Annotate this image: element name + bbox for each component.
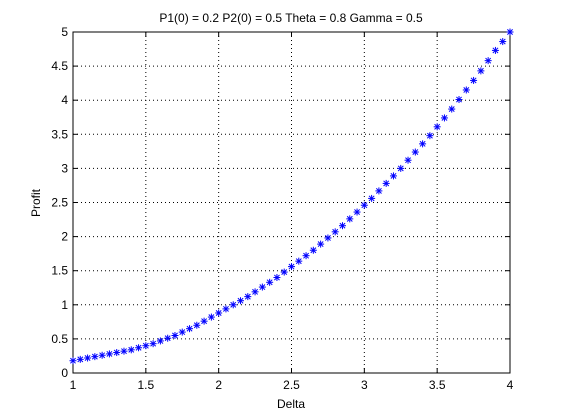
y-tick-label: 2.5 [51, 196, 68, 210]
data-point [266, 278, 274, 286]
y-tick-label: 3 [61, 161, 68, 175]
data-point [426, 132, 434, 140]
data-point [113, 349, 121, 357]
data-point [375, 187, 383, 195]
y-tick-label: 2 [61, 230, 68, 244]
plot-frame [72, 31, 511, 374]
data-point [222, 305, 230, 313]
data-point [477, 67, 485, 75]
data-point [215, 309, 223, 317]
data-point [280, 268, 288, 276]
data-point [105, 350, 113, 358]
data-point [149, 340, 157, 348]
data-point [171, 331, 179, 339]
data-point [353, 208, 361, 216]
x-tick-label: 1.5 [137, 378, 154, 392]
y-tick-label: 5 [61, 25, 68, 39]
y-tick-label: 0.5 [51, 332, 68, 346]
y-tick-label: 4.5 [51, 59, 68, 73]
data-point [178, 328, 186, 336]
y-axis-label: Profit [29, 188, 43, 217]
x-tick-label: 1 [70, 378, 77, 392]
y-tick-label: 0 [61, 366, 68, 380]
data-point [317, 240, 325, 248]
y-tick-label: 1 [61, 298, 68, 312]
data-point [360, 201, 368, 209]
data-point [237, 297, 245, 305]
data-point [506, 28, 514, 36]
data-point [302, 252, 310, 260]
data-point [91, 353, 99, 361]
data-point [491, 46, 499, 54]
x-tick-label: 4 [507, 378, 514, 392]
data-point [448, 105, 456, 113]
data-point [244, 293, 252, 301]
data-point [433, 123, 441, 131]
y-tick-label: 4 [61, 93, 68, 107]
x-tick-label: 3 [361, 378, 368, 392]
data-point [193, 321, 201, 329]
data-point [98, 351, 106, 359]
data-point [273, 274, 281, 282]
y-tick-label: 3.5 [51, 127, 68, 141]
data-point [368, 194, 376, 202]
data-point [440, 114, 448, 122]
x-tick-label: 3.5 [429, 378, 446, 392]
x-tick-labels: 1 1.5 2 2.5 3 3.5 4 [70, 378, 514, 392]
data-point [404, 156, 412, 164]
data-point [499, 38, 507, 46]
y-tick-labels: 0 0.5 1 1.5 2 2.5 3 3.5 4 4.5 5 [51, 25, 68, 380]
y-tick-label: 1.5 [51, 264, 68, 278]
data-point [207, 313, 215, 321]
chart-title: P1(0) = 0.2 P2(0) = 0.5 Theta = 0.8 Gamm… [159, 11, 423, 25]
data-points [69, 28, 514, 365]
data-point [200, 317, 208, 325]
x-tick-label: 2 [215, 378, 222, 392]
data-point [346, 215, 354, 223]
tick-marks [72, 31, 511, 374]
data-point [411, 148, 419, 156]
data-point [164, 334, 172, 342]
data-point [484, 57, 492, 65]
data-point [455, 96, 463, 104]
data-point [419, 140, 427, 148]
data-point [331, 228, 339, 236]
data-point [470, 76, 478, 84]
data-point [186, 325, 194, 333]
x-tick-label: 2.5 [283, 378, 300, 392]
data-point [295, 257, 303, 265]
data-point [397, 164, 405, 172]
data-point [338, 222, 346, 230]
data-point [142, 342, 150, 350]
x-axis-label: Delta [277, 397, 305, 411]
data-point [156, 337, 164, 345]
data-point [258, 283, 266, 291]
data-point [251, 288, 259, 296]
data-point [229, 301, 237, 309]
data-point [120, 347, 128, 355]
data-point [127, 346, 135, 354]
data-point [309, 246, 317, 254]
data-point [135, 344, 143, 352]
data-point [76, 355, 84, 363]
data-point [389, 172, 397, 180]
data-point [288, 263, 295, 271]
data-point [69, 357, 77, 365]
data-point [462, 86, 470, 94]
data-point [84, 354, 92, 362]
grid-lines [73, 32, 510, 373]
data-point [382, 179, 390, 187]
data-point [324, 234, 332, 242]
